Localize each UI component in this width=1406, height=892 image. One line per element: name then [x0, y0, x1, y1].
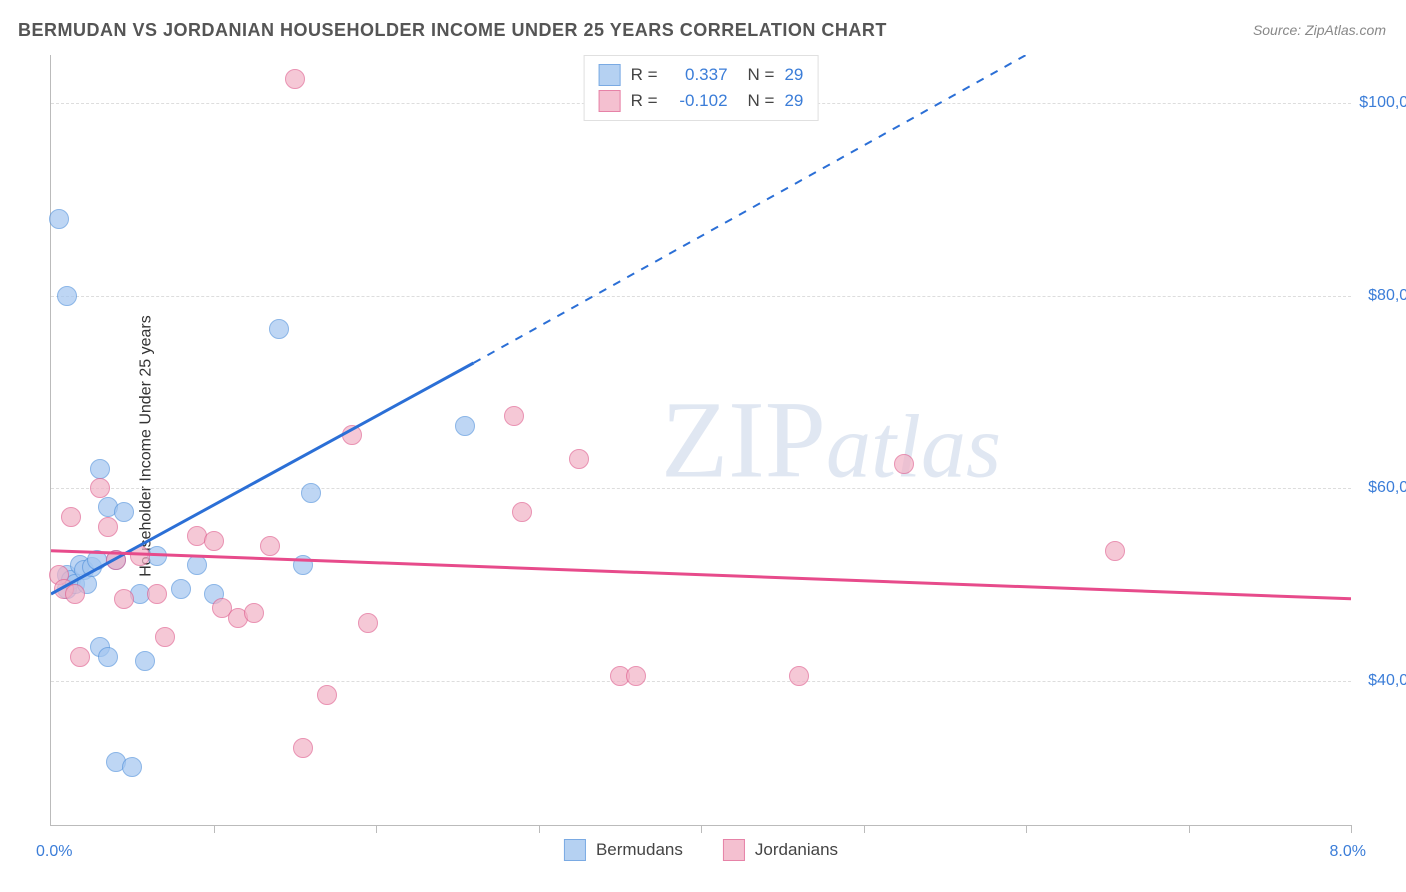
data-point-jordanians — [293, 738, 313, 758]
x-tick — [539, 825, 540, 833]
x-tick — [1189, 825, 1190, 833]
data-point-jordanians — [130, 546, 150, 566]
data-point-jordanians — [147, 584, 167, 604]
label-n: N = — [748, 62, 775, 88]
label-r: R = — [631, 88, 658, 114]
legend-series: Bermudans Jordanians — [564, 839, 838, 861]
legend-item-bermudans: Bermudans — [564, 839, 683, 861]
data-point-jordanians — [114, 589, 134, 609]
legend-item-jordanians: Jordanians — [723, 839, 838, 861]
label-n: N = — [748, 88, 775, 114]
data-point-bermudans — [171, 579, 191, 599]
swatch-jordanians — [599, 90, 621, 112]
data-point-bermudans — [301, 483, 321, 503]
y-tick-label: $100,000 — [1356, 94, 1406, 112]
legend-stats: R = 0.337 N = 29 R = -0.102 N = 29 — [584, 55, 819, 121]
data-point-bermudans — [135, 651, 155, 671]
data-point-jordanians — [894, 454, 914, 474]
x-tick-min: 0.0% — [36, 843, 72, 861]
data-point-jordanians — [61, 507, 81, 527]
data-point-jordanians — [70, 647, 90, 667]
watermark: ZIPatlas — [661, 377, 1001, 504]
data-point-bermudans — [49, 209, 69, 229]
data-point-jordanians — [106, 550, 126, 570]
data-point-bermudans — [455, 416, 475, 436]
data-point-bermudans — [87, 550, 107, 570]
data-point-jordanians — [626, 666, 646, 686]
data-point-jordanians — [98, 517, 118, 537]
data-point-bermudans — [293, 555, 313, 575]
x-tick — [701, 825, 702, 833]
data-point-jordanians — [285, 69, 305, 89]
value-r-0: 0.337 — [668, 62, 728, 88]
legend-stats-row-1: R = -0.102 N = 29 — [599, 88, 804, 114]
gridline-h — [51, 296, 1351, 297]
data-point-jordanians — [1105, 541, 1125, 561]
data-point-bermudans — [269, 319, 289, 339]
data-point-bermudans — [57, 286, 77, 306]
data-point-jordanians — [204, 531, 224, 551]
value-n-0: 29 — [784, 62, 803, 88]
swatch-jordanians-icon — [723, 839, 745, 861]
y-tick-label: $40,000 — [1356, 672, 1406, 690]
x-tick-max: 8.0% — [1330, 843, 1366, 861]
data-point-jordanians — [155, 627, 175, 647]
x-tick — [214, 825, 215, 833]
data-point-jordanians — [65, 584, 85, 604]
data-point-jordanians — [317, 685, 337, 705]
data-point-bermudans — [114, 502, 134, 522]
x-tick — [864, 825, 865, 833]
y-tick-label: $80,000 — [1356, 287, 1406, 305]
value-r-1: -0.102 — [668, 88, 728, 114]
data-point-jordanians — [90, 478, 110, 498]
gridline-h — [51, 681, 1351, 682]
gridline-h — [51, 488, 1351, 489]
x-tick — [376, 825, 377, 833]
data-point-jordanians — [244, 603, 264, 623]
data-point-jordanians — [569, 449, 589, 469]
label-r: R = — [631, 62, 658, 88]
legend-stats-row-0: R = 0.337 N = 29 — [599, 62, 804, 88]
data-point-jordanians — [789, 666, 809, 686]
y-tick-label: $60,000 — [1356, 479, 1406, 497]
legend-label-bermudans: Bermudans — [596, 840, 683, 860]
scatter-plot: ZIPatlas R = 0.337 N = 29 R = -0.102 N =… — [50, 55, 1351, 826]
legend-label-jordanians: Jordanians — [755, 840, 838, 860]
x-tick — [1351, 825, 1352, 833]
data-point-bermudans — [98, 647, 118, 667]
swatch-bermudans — [599, 64, 621, 86]
data-point-bermudans — [122, 757, 142, 777]
value-n-1: 29 — [784, 88, 803, 114]
chart-source: Source: ZipAtlas.com — [1253, 22, 1386, 38]
x-tick — [1026, 825, 1027, 833]
data-point-jordanians — [342, 425, 362, 445]
watermark-atlas: atlas — [826, 398, 1001, 497]
data-point-jordanians — [260, 536, 280, 556]
swatch-bermudans-icon — [564, 839, 586, 861]
regression-lines — [51, 55, 1351, 825]
data-point-bermudans — [90, 459, 110, 479]
data-point-bermudans — [187, 555, 207, 575]
data-point-jordanians — [358, 613, 378, 633]
regression-line — [51, 551, 1351, 599]
data-point-jordanians — [504, 406, 524, 426]
data-point-jordanians — [512, 502, 532, 522]
watermark-zip: ZIP — [661, 379, 826, 501]
chart-title: BERMUDAN VS JORDANIAN HOUSEHOLDER INCOME… — [18, 20, 887, 41]
